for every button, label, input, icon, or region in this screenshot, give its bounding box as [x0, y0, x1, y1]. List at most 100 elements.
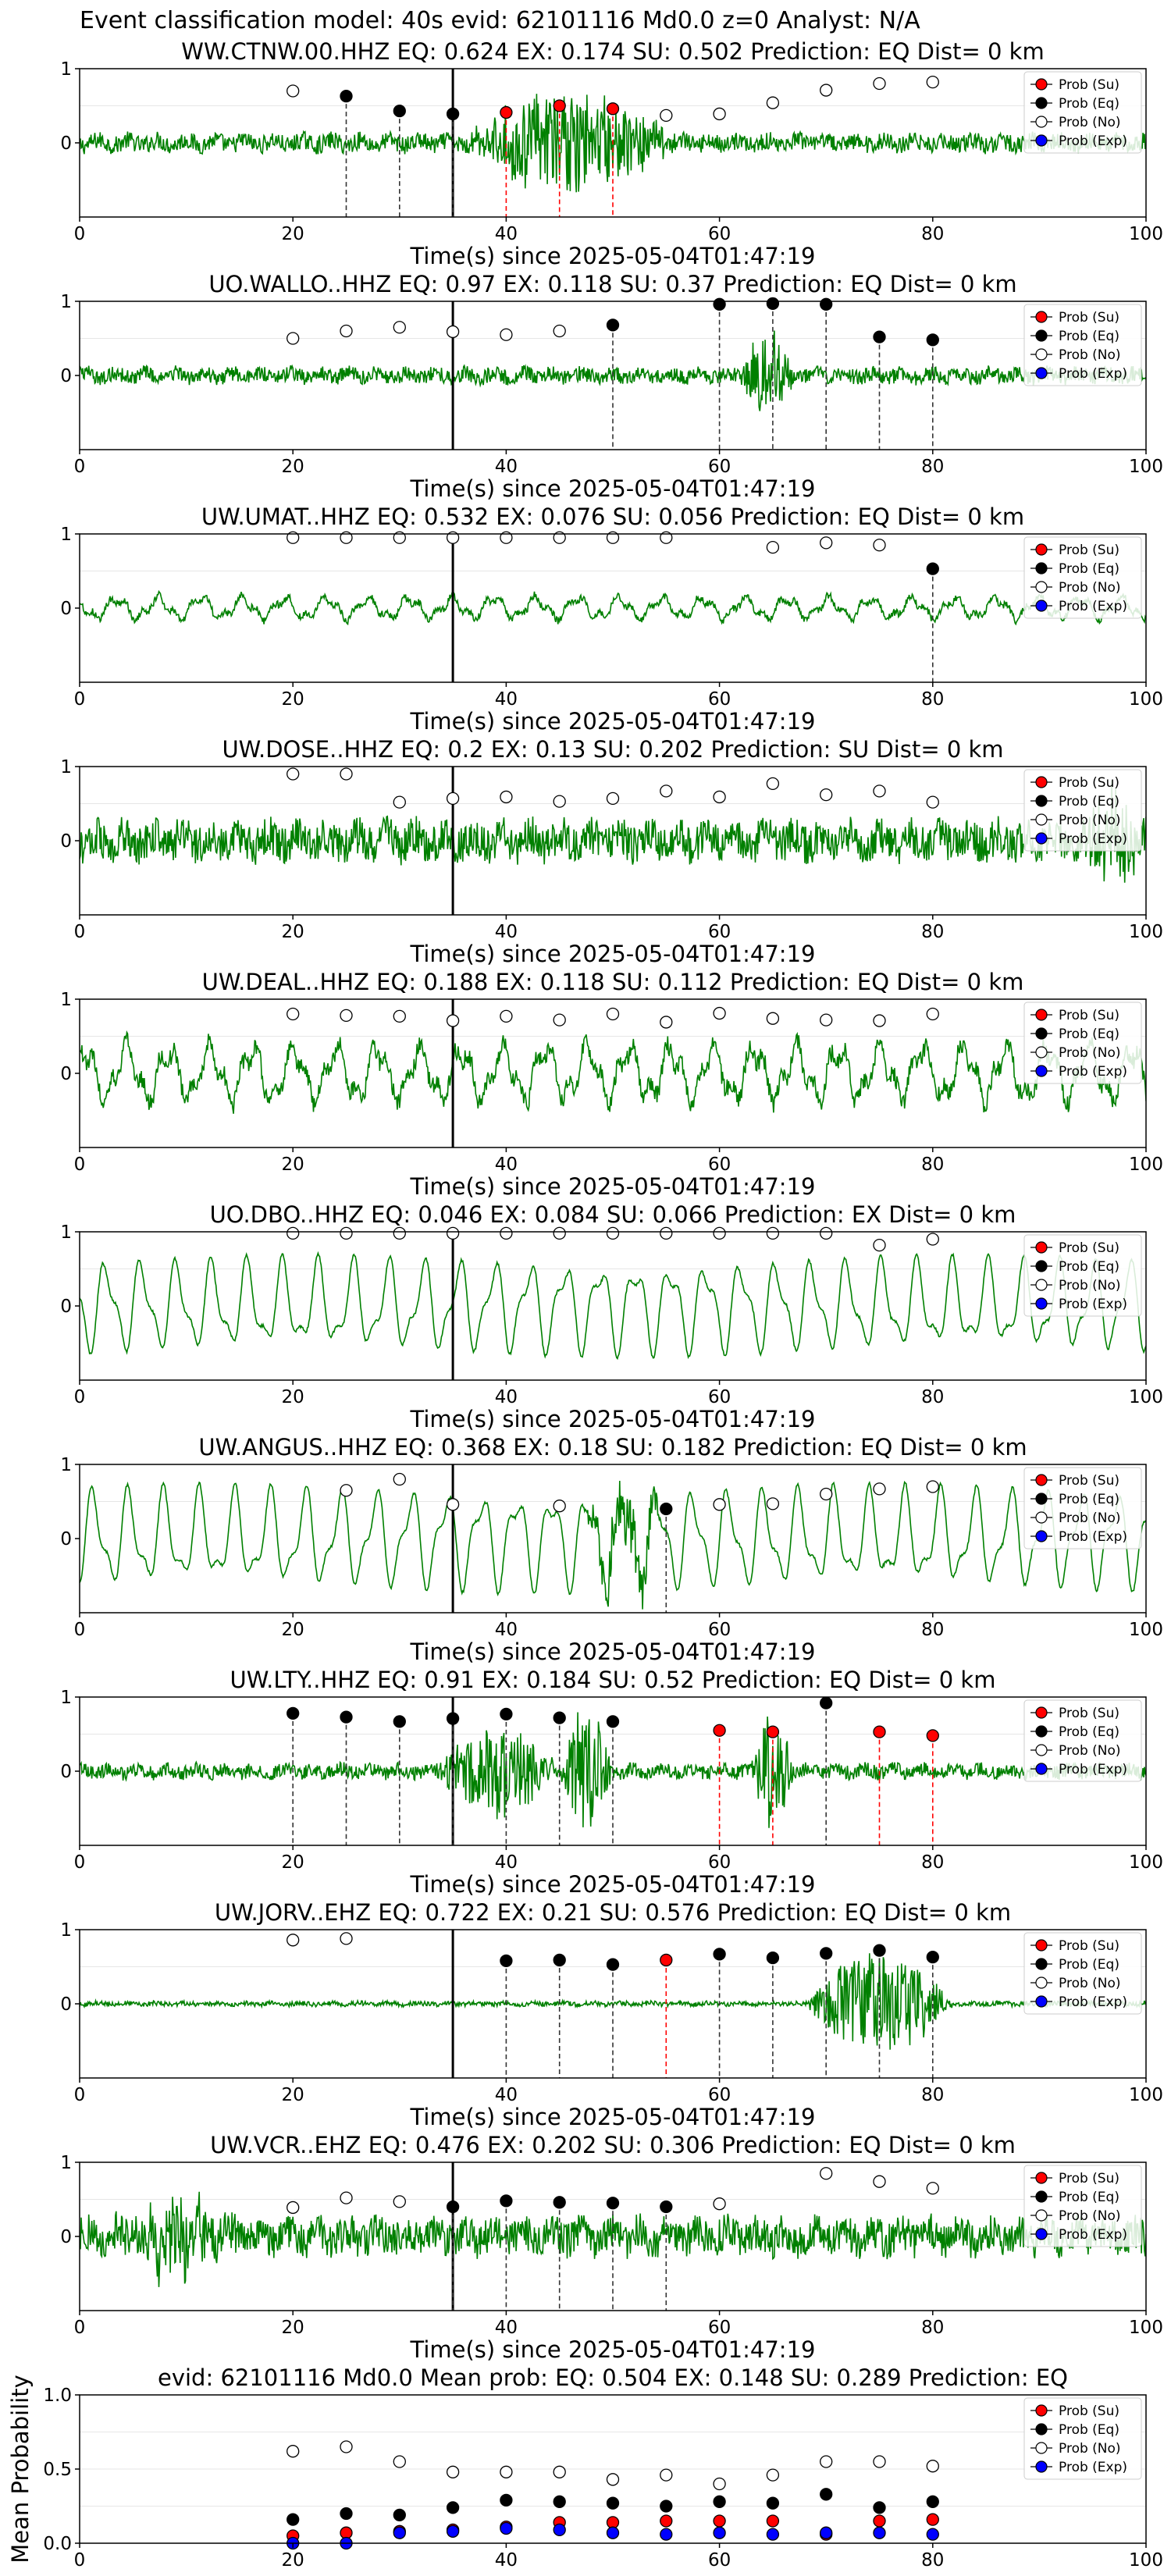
- mean-point-probexp: [873, 2526, 886, 2539]
- x-tick-label: 20: [282, 1155, 304, 1175]
- prob-point-no: [287, 332, 300, 345]
- prob-point-no: [287, 531, 300, 544]
- waveform-group: [80, 94, 1146, 193]
- x-tick-label: 80: [921, 224, 944, 244]
- prob-point-no: [820, 1013, 833, 1026]
- x-tick-label: 0: [74, 689, 86, 710]
- legend: Prob (Su) Prob (Eq) Prob (No) Prob (Exp): [1023, 71, 1142, 154]
- legend-label: Prob (Eq): [1059, 1259, 1119, 1275]
- y-tick-label: 0: [60, 1297, 72, 1317]
- prob-point-eq: [660, 1502, 673, 1516]
- legend: Prob (Su) Prob (Eq) Prob (No) Prob (Exp): [1023, 1932, 1142, 2015]
- mean-point-probno: [340, 2440, 353, 2453]
- x-tick-label: 100: [1129, 457, 1163, 477]
- legend-label: Prob (Exp): [1059, 599, 1127, 614]
- x-tick-label: 20: [282, 2550, 304, 2571]
- prob-point-su: [926, 1729, 939, 1742]
- x-tick-label: 60: [708, 2318, 731, 2338]
- y-tick-label: 0: [60, 1529, 72, 1550]
- x-tick-label: 100: [1129, 2550, 1163, 2571]
- x-tick-label: 80: [921, 1852, 944, 1873]
- x-tick-label: 60: [708, 224, 731, 244]
- y-tick-label: 0.5: [43, 2460, 72, 2480]
- x-tick-label: 20: [282, 1620, 304, 1640]
- prob-point-no: [873, 1482, 886, 1496]
- x-tick-label: 80: [921, 1387, 944, 1407]
- prob-point-no: [553, 1013, 566, 1026]
- legend-marker: [1035, 1995, 1048, 2008]
- prob-point-no: [873, 1238, 886, 1252]
- legend: Prob (Su) Prob (Eq) Prob (No) Prob (Exp): [1023, 1234, 1142, 1317]
- mean-point-probno: [393, 2455, 406, 2468]
- x-axis-label: Time(s) since 2025-05-04T01:47:19: [410, 475, 816, 502]
- legend-label: Prob (Eq): [1059, 2422, 1119, 2438]
- legend-marker: [1035, 795, 1048, 807]
- mean-point-probno: [873, 2455, 886, 2468]
- x-tick-label: 80: [921, 922, 944, 942]
- panel-title: UW.LTY..HHZ EQ: 0.91 EX: 0.184 SU: 0.52 …: [230, 1667, 996, 1693]
- mean-point-probno: [500, 2465, 513, 2478]
- legend-marker: [1035, 1493, 1048, 1505]
- panel-title: UW.JORV..EHZ EQ: 0.722 EX: 0.21 SU: 0.57…: [215, 1899, 1011, 1926]
- station-panel-5: UO.DBO..HHZ EQ: 0.046 EX: 0.084 SU: 0.06…: [60, 1201, 1163, 1432]
- y-tick-label: 1: [60, 757, 72, 777]
- prob-point-no: [393, 321, 406, 334]
- prob-point-eq: [606, 1715, 620, 1728]
- mean-point-probexp: [926, 2528, 939, 2541]
- x-tick-label: 60: [708, 1852, 731, 1873]
- legend-label: Prob (Eq): [1059, 1724, 1119, 1740]
- waveform-group: [80, 1251, 1146, 1361]
- x-tick-label: 80: [921, 689, 944, 710]
- prob-point-no: [606, 792, 620, 805]
- legend-label: Prob (Exp): [1059, 366, 1127, 382]
- y-tick-label: 1: [60, 2153, 72, 2173]
- x-tick-label: 20: [282, 2085, 304, 2105]
- prob-point-no: [287, 2201, 300, 2215]
- x-tick-label: 40: [495, 922, 518, 942]
- panel-title: UW.UMAT..HHZ EQ: 0.532 EX: 0.076 SU: 0.0…: [201, 503, 1024, 530]
- legend-label: Prob (No): [1059, 1510, 1121, 1526]
- station-panel-4: UW.DEAL..HHZ EQ: 0.188 EX: 0.118 SU: 0.1…: [60, 969, 1163, 1200]
- legend-marker: [1035, 2423, 1048, 2435]
- legend-box: [1023, 304, 1142, 386]
- legend-marker: [1035, 2190, 1048, 2203]
- x-axis-label: Time(s) since 2025-05-04T01:47:19: [410, 1638, 816, 1665]
- prob-point-no: [393, 1226, 406, 1240]
- legend-label: Prob (Exp): [1059, 1064, 1127, 1080]
- panel-title: UW.DOSE..HHZ EQ: 0.2 EX: 0.13 SU: 0.202 …: [222, 736, 1003, 763]
- x-tick-label: 40: [495, 2318, 518, 2338]
- legend-box: [1023, 71, 1142, 154]
- station-panel-6: UW.ANGUS..HHZ EQ: 0.368 EX: 0.18 SU: 0.1…: [60, 1434, 1163, 1665]
- prob-point-no: [393, 1009, 406, 1023]
- mean-point-probeq: [606, 2496, 620, 2510]
- legend-marker: [1035, 1260, 1048, 1272]
- prob-point-no: [606, 1226, 620, 1240]
- waveform-group: [80, 780, 1146, 883]
- mean-point-probsu: [766, 2514, 780, 2528]
- legend: Prob (Su) Prob (Eq) Prob (No) Prob (Exp): [1023, 304, 1142, 386]
- legend-marker: [1035, 813, 1048, 826]
- mean-point-probexp: [500, 2521, 513, 2535]
- prob-point-eq: [553, 2196, 566, 2209]
- prob-point-no: [287, 1226, 300, 1240]
- y-tick-label: 0: [60, 599, 72, 619]
- mean-point-probeq: [553, 2495, 566, 2508]
- legend-marker: [1035, 1297, 1048, 1310]
- x-tick-label: 60: [708, 922, 731, 942]
- panel-title: evid: 62101116 Md0.0 Mean prob: EQ: 0.50…: [158, 2364, 1068, 2391]
- x-axis-label: Time(s) since 2025-05-04T01:47:19: [410, 708, 816, 735]
- panel-title: WW.CTNW.00.HHZ EQ: 0.624 EX: 0.174 SU: 0…: [181, 38, 1044, 65]
- prob-point-no: [287, 84, 300, 98]
- prob-point-no: [287, 767, 300, 781]
- legend-marker: [1035, 1065, 1048, 1077]
- prob-point-eq: [820, 297, 833, 311]
- x-tick-label: 100: [1129, 224, 1163, 244]
- legend-label: Prob (No): [1059, 813, 1121, 828]
- station-panel-3: UW.DOSE..HHZ EQ: 0.2 EX: 0.13 SU: 0.202 …: [60, 736, 1163, 967]
- legend-label: Prob (Eq): [1059, 2190, 1119, 2205]
- prob-point-eq: [446, 107, 460, 121]
- x-tick-label: 0: [74, 2550, 86, 2571]
- x-tick-label: 60: [708, 2085, 731, 2105]
- station-panel-1: UO.WALLO..HHZ EQ: 0.97 EX: 0.118 SU: 0.3…: [60, 271, 1163, 502]
- prob-point-no: [287, 1007, 300, 1021]
